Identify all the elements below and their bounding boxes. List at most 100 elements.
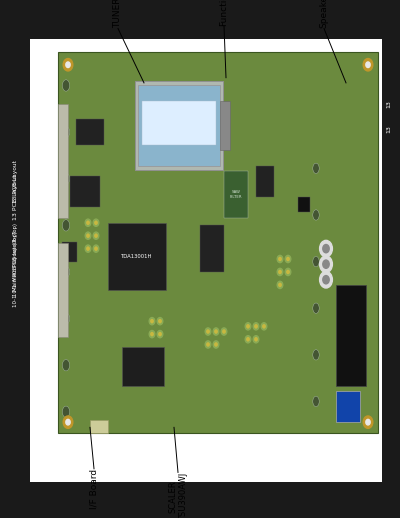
Circle shape [95,234,97,237]
Circle shape [320,240,332,257]
Circle shape [151,320,153,323]
Text: 10-1  Main PCB layout-(Top): 10-1 Main PCB layout-(Top) [13,232,18,307]
Circle shape [93,245,99,252]
Text: 10-1  Main PCB layout-(Top): 10-1 Main PCB layout-(Top) [13,223,18,295]
Bar [90,420,108,433]
Text: SCALER
TSU390AWJ: SCALER TSU390AWJ [168,472,188,518]
Ellipse shape [62,406,70,418]
Bar [298,197,310,212]
Bar [138,85,220,166]
Circle shape [205,328,211,335]
Circle shape [151,333,153,336]
Bar [336,391,360,422]
Circle shape [287,257,289,261]
Circle shape [87,234,89,237]
Circle shape [277,281,283,289]
Circle shape [95,247,97,250]
Circle shape [287,270,289,274]
Text: Function: Function [220,0,228,26]
Ellipse shape [313,396,319,407]
Bar [58,243,68,337]
Text: SAW
FILTER: SAW FILTER [230,190,242,198]
Bar [0,482,400,518]
Circle shape [363,59,373,71]
Bar [200,225,224,272]
Bar [122,347,164,386]
Ellipse shape [62,313,70,324]
Circle shape [277,268,283,276]
Text: Speaker: Speaker [320,0,328,28]
Circle shape [253,323,259,330]
Circle shape [87,247,89,250]
Circle shape [207,343,209,346]
Circle shape [323,260,329,268]
Circle shape [63,416,73,428]
Bar [220,101,230,150]
Circle shape [215,330,217,333]
Ellipse shape [62,359,70,371]
Ellipse shape [313,350,319,360]
Circle shape [205,341,211,348]
Text: TUNER: TUNER [114,0,122,28]
Circle shape [221,328,227,335]
Text: 13: 13 [386,125,391,134]
Bar [70,176,100,207]
Circle shape [149,318,155,325]
Circle shape [66,62,70,67]
Ellipse shape [313,163,319,174]
Ellipse shape [313,256,319,267]
Circle shape [159,320,161,323]
Circle shape [247,338,249,341]
Circle shape [261,323,267,330]
Circle shape [157,330,163,338]
Ellipse shape [62,220,70,231]
Circle shape [93,232,99,239]
Text: I/F Board: I/F Board [90,469,98,509]
Bar [135,81,223,170]
Ellipse shape [62,80,70,91]
Circle shape [157,318,163,325]
Text: 13 PCB Layout: 13 PCB Layout [13,174,18,220]
Bar [62,242,77,262]
Bar [0,0,30,518]
Circle shape [95,221,97,224]
Circle shape [245,336,251,343]
Circle shape [285,268,291,276]
Circle shape [87,221,89,224]
Circle shape [323,276,329,284]
Circle shape [255,338,257,341]
Text: 13 PCB Layout: 13 PCB Layout [13,160,18,203]
Circle shape [323,244,329,253]
Circle shape [366,420,370,425]
Ellipse shape [313,303,319,313]
Circle shape [363,416,373,428]
Circle shape [245,323,251,330]
Bar [224,171,248,218]
Circle shape [93,219,99,226]
Circle shape [279,283,281,286]
Circle shape [255,325,257,328]
Bar [256,166,274,197]
Circle shape [320,271,332,288]
Ellipse shape [62,266,70,278]
Circle shape [285,255,291,263]
Circle shape [66,420,70,425]
Circle shape [253,336,259,343]
Circle shape [247,325,249,328]
Circle shape [85,219,91,226]
Circle shape [223,330,225,333]
Circle shape [279,270,281,274]
Bar [58,104,68,218]
Circle shape [85,245,91,252]
Ellipse shape [313,210,319,220]
Circle shape [279,257,281,261]
Bar [108,223,166,290]
Circle shape [63,59,73,71]
Ellipse shape [62,173,70,184]
Bar [336,285,366,386]
Bar [382,0,400,518]
Bar [30,39,382,482]
Circle shape [149,330,155,338]
Circle shape [213,341,219,348]
Bar [142,101,216,145]
